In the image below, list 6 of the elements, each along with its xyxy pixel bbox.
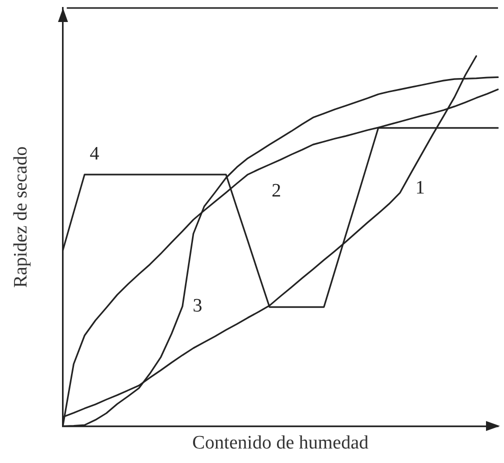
series-label: 3 (192, 295, 202, 316)
series-label: 2 (272, 180, 282, 202)
y-axis-title: Rapidez de secado (10, 146, 32, 288)
series-label: 4 (90, 144, 100, 165)
x-axis-title: Contenido de humedad (192, 432, 370, 454)
series-label: 1 (415, 178, 425, 199)
